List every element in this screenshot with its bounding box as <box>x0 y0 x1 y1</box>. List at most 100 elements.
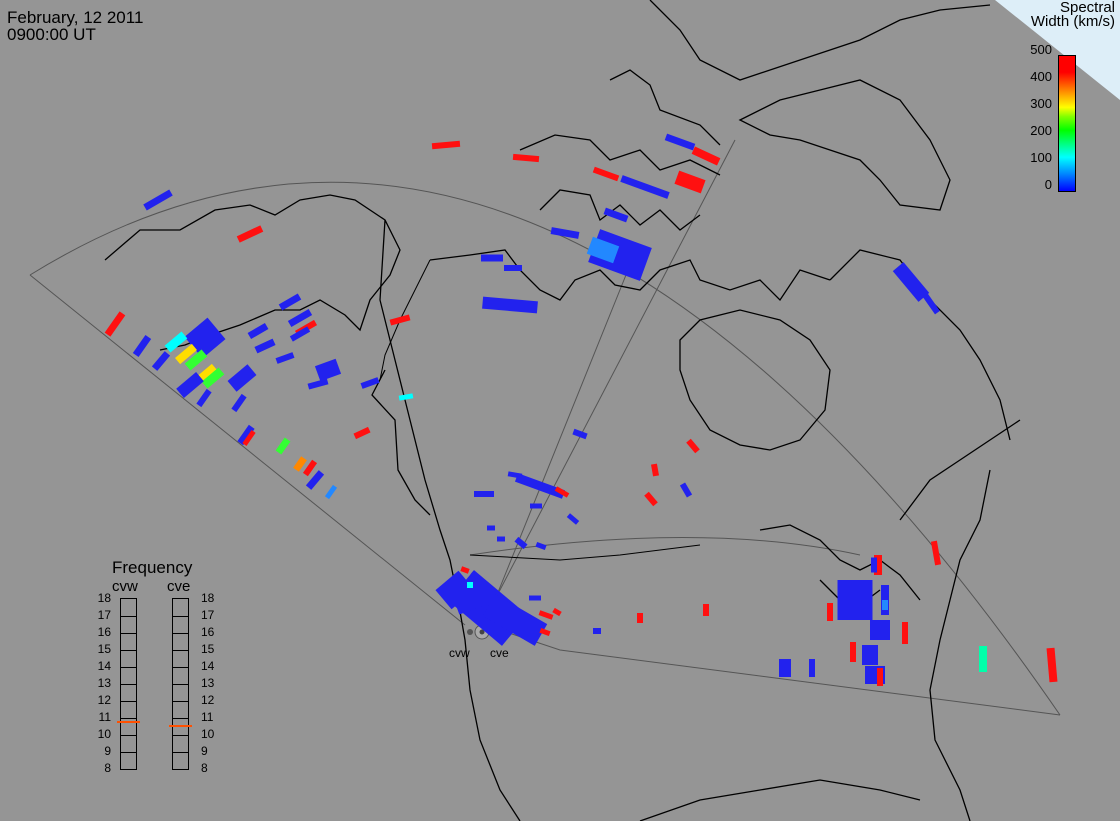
echo-cell <box>514 473 566 499</box>
echo-cell <box>287 308 313 328</box>
frequency-marker-cve <box>169 724 192 727</box>
echo-cell <box>603 207 629 223</box>
frequency-gridline <box>121 735 136 736</box>
frequency-tick-label: 9 <box>104 744 111 758</box>
date-label: February, 12 2011 <box>7 8 144 27</box>
frequency-bar-cve <box>169 598 192 770</box>
frequency-label-cvw: cvw <box>112 578 138 595</box>
frequency-gridline <box>173 752 188 753</box>
corner-wedge <box>995 0 1120 100</box>
echo-cell <box>529 595 541 601</box>
frequency-gridline <box>173 684 188 685</box>
echo-cell <box>550 227 580 239</box>
colorbar-tick: 100 <box>1030 150 1052 165</box>
echo-cell <box>467 582 473 588</box>
frequency-marker-cvw <box>117 721 140 724</box>
frequency-ticks-left: 18 17 16 15 14 13 12 11 10 9 8 <box>85 591 113 775</box>
frequency-tick-label: 8 <box>201 761 208 775</box>
colorbar <box>1058 55 1076 192</box>
echo-cell <box>572 428 588 440</box>
echo-cell <box>902 622 908 644</box>
echo-cell <box>512 153 540 163</box>
echo-cell <box>566 513 580 525</box>
echo-cell <box>470 570 480 580</box>
frequency-tick-label: 10 <box>97 727 111 741</box>
echo-cell <box>539 627 551 637</box>
echo-cell <box>979 646 987 672</box>
echo-cell <box>664 133 696 151</box>
echo-cell <box>850 642 856 662</box>
echo-cell <box>360 377 380 389</box>
echo-cell <box>809 659 815 677</box>
echo-cell <box>892 262 930 302</box>
echo-cell <box>674 170 706 194</box>
echo-cell <box>237 424 255 446</box>
frequency-tick-label: 9 <box>201 744 208 758</box>
colorbar-tick: 400 <box>1030 69 1052 84</box>
radar-label-cvw: cvw <box>449 646 470 660</box>
echo-cell <box>837 580 873 620</box>
frequency-tick-label: 14 <box>97 659 111 673</box>
echo-cell <box>460 566 470 574</box>
echo-cell <box>254 338 276 354</box>
echo-cell <box>236 225 264 243</box>
frequency-tick-label: 16 <box>97 625 111 639</box>
echo-cell <box>104 311 126 337</box>
echo-cell <box>592 166 620 182</box>
echo-cell <box>586 236 620 264</box>
frequency-gridline <box>121 667 136 668</box>
frequency-gridline <box>121 701 136 702</box>
frequency-gridline <box>121 752 136 753</box>
frequency-gridline <box>121 718 136 719</box>
echo-cell <box>593 628 601 634</box>
echo-cell <box>176 372 204 398</box>
frequency-tick-label: 12 <box>97 693 111 707</box>
echo-cell <box>620 175 670 199</box>
echo-cell <box>871 557 877 573</box>
echo-cell <box>132 334 152 358</box>
echo-cell <box>151 351 171 371</box>
echo-cell <box>504 265 522 271</box>
echo-cell <box>289 326 311 342</box>
frequency-gridline <box>121 633 136 634</box>
colorbar-tick: 500 <box>1030 42 1052 57</box>
echo-cell <box>870 620 890 640</box>
echo-cell <box>302 459 318 477</box>
echo-cell <box>507 471 523 479</box>
frequency-tick-label: 14 <box>201 659 215 673</box>
echo-cell <box>920 289 940 315</box>
frequency-tick-label: 18 <box>97 591 111 605</box>
time-label: 0900:00 UT <box>7 25 96 44</box>
radar-site-cvw <box>467 629 473 635</box>
echo-cell <box>703 604 709 616</box>
echo-cell <box>242 430 256 446</box>
colorbar-tick: 200 <box>1030 123 1052 138</box>
echo-cell <box>431 140 461 150</box>
frequency-panel: Frequency cvw cve 18 17 16 15 14 13 12 11 10 9 8 1… <box>85 558 225 783</box>
frequency-tick-label: 12 <box>201 693 215 707</box>
echo-cell <box>514 536 528 550</box>
frequency-gridline <box>173 616 188 617</box>
echo-cell <box>143 189 173 211</box>
echo-cell <box>196 388 212 408</box>
frequency-tick-label: 18 <box>201 591 215 605</box>
echo-cell <box>435 570 475 610</box>
frequency-gridline <box>121 616 136 617</box>
frequency-tick-label: 11 <box>98 710 111 724</box>
echo-cell <box>530 503 542 509</box>
frequency-gridline <box>173 701 188 702</box>
colorbar-title-line2: Width (km/s) <box>1030 13 1115 30</box>
frequency-tick-label: 8 <box>104 761 111 775</box>
echo-cell <box>930 540 942 566</box>
echo-cell <box>497 536 505 542</box>
echo-cell <box>487 525 495 531</box>
echo-cell <box>644 491 658 507</box>
frequency-gridline <box>121 684 136 685</box>
echo-cell <box>538 610 554 620</box>
colorbar-tick: 300 <box>1030 96 1052 111</box>
echo-cell <box>552 607 562 617</box>
echo-cell <box>353 426 371 440</box>
frequency-tick-label: 13 <box>201 676 215 690</box>
frequency-tick-label: 17 <box>97 608 111 622</box>
